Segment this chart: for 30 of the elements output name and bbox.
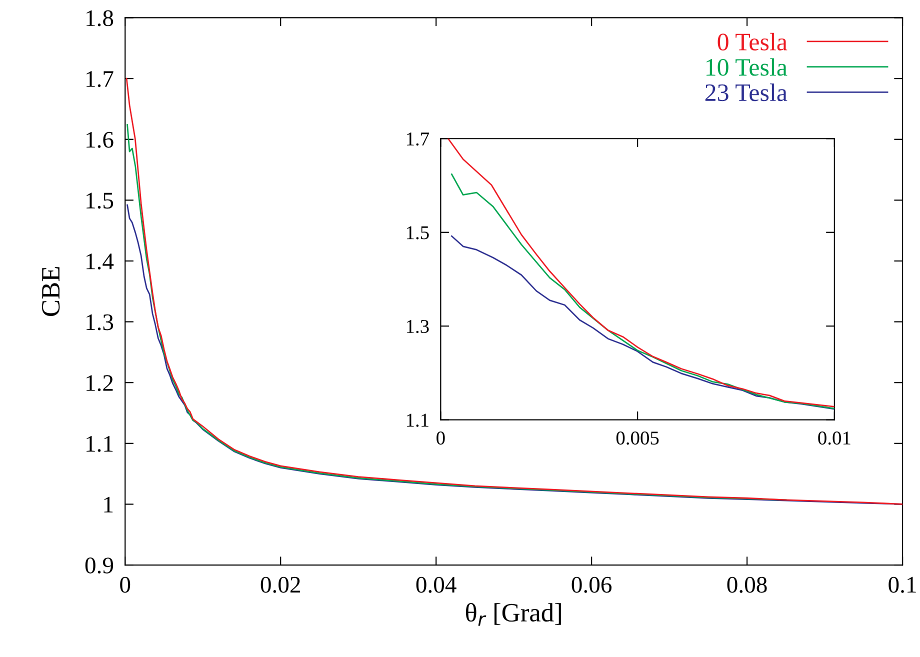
- y-tick-label: 1.7: [406, 132, 430, 146]
- x-tick-label: 0.04: [416, 576, 456, 593]
- x-tick-label: 0: [120, 576, 130, 593]
- y-tick-label: 1.5: [86, 192, 114, 209]
- x-tick-label: 0: [436, 431, 445, 445]
- y-tick-label: 1.7: [86, 71, 114, 88]
- y-tick-label: 1.4: [86, 254, 114, 270]
- y-tick-label: 1.1: [406, 414, 428, 427]
- legend-label: 23 Tesla: [705, 84, 788, 102]
- legend-label: 0 Tesla: [718, 32, 788, 50]
- legend-label: 10 Tesla: [706, 58, 788, 76]
- x-tick-label: 0.005: [616, 431, 659, 445]
- line-series: [451, 235, 834, 410]
- x-tick-label: 0.1: [888, 576, 916, 593]
- y-tick-label: 1.3: [406, 320, 429, 334]
- y-tick-label: 1.1: [86, 436, 113, 452]
- y-tick-label: 1.8: [86, 10, 114, 26]
- y-axis-title: CBE: [42, 267, 60, 316]
- x-tick-label: 0.06: [572, 576, 612, 593]
- y-tick-label: 1.6: [86, 132, 114, 148]
- x-tick-label: 0.01: [818, 431, 850, 445]
- y-tick-label: 0.9: [85, 558, 114, 574]
- x-tick-label: 0.08: [727, 576, 767, 593]
- y-tick-label: 1.3: [86, 314, 114, 330]
- y-tick-label: 1: [104, 496, 113, 512]
- x-axis-title: θ$_{r}$ [Grad]: [466, 602, 561, 626]
- y-tick-label: 1.2: [86, 375, 113, 392]
- y-tick-label: 1.5: [406, 226, 429, 240]
- x-tick-label: 0.02: [260, 576, 300, 593]
- line-series: [126, 78, 903, 505]
